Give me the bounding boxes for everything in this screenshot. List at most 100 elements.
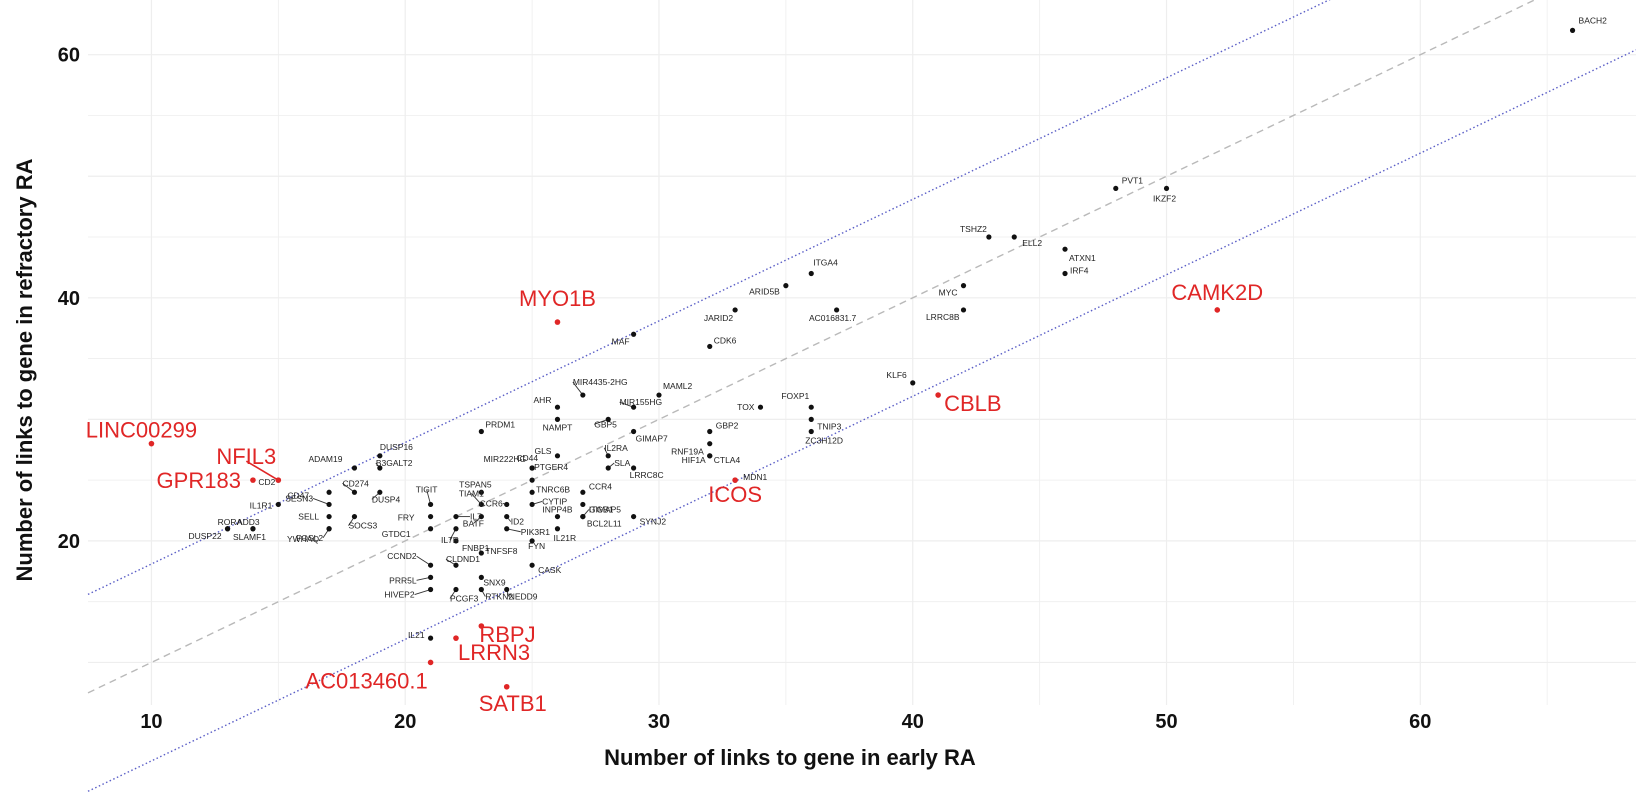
point-b3galt2 (377, 465, 383, 471)
label-sla: SLA (614, 458, 630, 468)
point-mir4435-2hg (580, 392, 586, 398)
point-inpp4b (554, 513, 561, 520)
point-maml2 (656, 392, 662, 398)
label-maml2: MAML2 (663, 381, 693, 391)
point-prr5l (427, 574, 434, 580)
label-ccnd2: CCND2 (387, 551, 417, 561)
label-nedd9: NEDD9 (509, 592, 538, 602)
point-tigit (427, 501, 434, 508)
label-satb1: SATB1 (479, 691, 547, 716)
point-sla (605, 465, 611, 471)
point-jarid2 (732, 307, 738, 313)
label-irf4: IRF4 (1070, 265, 1089, 275)
label-gls: GLS (534, 446, 551, 456)
label-tnfsf8: TNFSF8 (485, 546, 517, 556)
label-ac016831-7: AC016831.7 (809, 313, 857, 323)
point-tnrc6b (529, 489, 535, 495)
point-myo1b (554, 319, 561, 325)
label-gimap5: GIMAP5 (589, 505, 621, 515)
label-ccr6: CCR6 (480, 498, 503, 508)
point-myc (960, 283, 967, 289)
label-snx9: SNX9 (483, 577, 505, 587)
y-tick-label: 40 (58, 288, 80, 310)
label-gtdc1: GTDC1 (382, 529, 411, 539)
point-gimap7 (631, 428, 637, 435)
label-dusp16: DUSP16 (380, 442, 413, 452)
label-cblb: CBLB (944, 391, 1001, 416)
label-cask: CASK (538, 565, 561, 575)
label-rnf19a: RNF19A (671, 447, 704, 457)
label-dusp4: DUSP4 (372, 494, 401, 504)
point-fry (427, 513, 434, 520)
label-pcgf3: PCGF3 (450, 594, 479, 604)
label-jarid2: JARID2 (704, 313, 734, 323)
y-tick-label: 20 (58, 531, 80, 553)
point-cask (529, 562, 535, 568)
label-atxn1: ATXN1 (1069, 253, 1096, 263)
point-satb1 (503, 683, 510, 690)
point-sell (326, 513, 332, 520)
point-camk2d (1214, 307, 1221, 313)
point-fnbp1 (453, 538, 459, 544)
label-prr5l: PRR5L (389, 575, 417, 585)
point-cd274 (351, 489, 358, 495)
point-irf4 (1062, 270, 1068, 277)
label-dusp22: DUSP22 (188, 531, 221, 541)
point-mir155hg (631, 404, 637, 410)
point-gpr183 (250, 477, 256, 483)
point-ahr (554, 404, 561, 410)
point-tshz2 (986, 234, 992, 240)
label-fosl2: FOSL2 (296, 533, 323, 543)
point-labels: BACH2 PVT1 IKZF2 TSHZ2 ELL2 ATXN1 IRF4 MYC LRRC8… (86, 15, 1607, 715)
label-fry: FRY (398, 513, 415, 523)
point-nfil3 (275, 477, 282, 483)
point-pvt1 (1113, 185, 1119, 192)
label-itga4: ITGA4 (813, 257, 838, 267)
point-sesn3 (326, 501, 332, 508)
point-gls (554, 453, 561, 459)
label-il7: IL7 (470, 512, 482, 522)
label-arid5b: ARID5B (749, 287, 780, 297)
point-cldnd1 (453, 562, 459, 568)
point-ikzf2 (1163, 185, 1170, 192)
point-id2 (504, 513, 510, 520)
label-socs3: SOCS3 (348, 521, 377, 531)
label-tshz2: TSHZ2 (960, 224, 987, 234)
x-tick-label: 10 (140, 711, 162, 733)
label-batf: BATF (463, 519, 484, 529)
label-slamf1: SLAMF1 (233, 532, 266, 542)
point-ac013460-1 (427, 659, 434, 666)
y-axis-ticks: 20 40 60 (58, 45, 80, 553)
point-nampt (554, 416, 561, 422)
point-ell2 (1011, 234, 1017, 240)
point-zc3h12d (808, 428, 814, 435)
label-nfil3: NFIL3 (216, 444, 276, 469)
point-bcl2l11 (580, 513, 586, 520)
label-il21: IL21 (408, 630, 425, 640)
x-axis-title: Number of links to gene in early RA (604, 745, 976, 770)
leader-nfil3 (245, 460, 279, 481)
label-myo1b: MYO1B (519, 286, 596, 311)
point-il1r1 (275, 501, 281, 508)
label-maf: MAF (612, 336, 630, 346)
x-tick-label: 20 (394, 711, 416, 733)
point-socs3 (351, 513, 358, 520)
point-arid5b (783, 283, 789, 289)
leader-sesn3 (312, 498, 330, 505)
label-add3: ADD3 (237, 517, 260, 527)
label-zc3h12d: ZC3H12D (805, 436, 843, 446)
point-pcgf3 (453, 586, 459, 593)
band-line (87, 0, 1331, 596)
point-linc00299 (148, 440, 155, 447)
label-hivep2: HIVEP2 (384, 590, 415, 600)
point-rbpj (478, 623, 485, 629)
point-foxp1 (808, 404, 814, 410)
point-cytip (529, 501, 535, 508)
point-itgb1 (580, 501, 586, 508)
point-dusp22 (224, 526, 231, 532)
label-cd47: CD47 (287, 490, 309, 500)
point-tspan5 (478, 489, 484, 495)
label-inpp4b: INPP4B (542, 505, 573, 515)
point-rtkn2 (478, 586, 484, 593)
reference-lines (87, 0, 1636, 792)
